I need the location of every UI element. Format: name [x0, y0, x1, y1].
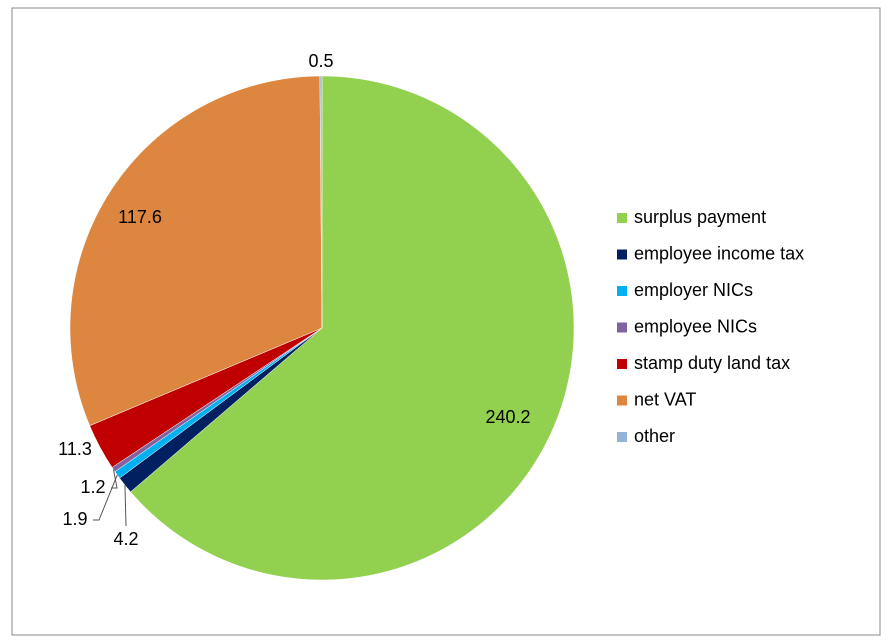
data-label: 11.3 [58, 439, 92, 459]
leader-line [93, 474, 118, 521]
data-label: 1.9 [62, 509, 87, 529]
legend-swatch [617, 213, 627, 223]
leader-line [111, 469, 118, 489]
legend-label: net VAT [634, 389, 696, 409]
leader-line [124, 485, 127, 527]
pie-slice [319, 75, 323, 329]
legend-swatch [617, 432, 627, 442]
legend-swatch [617, 395, 627, 406]
data-label: 4.2 [113, 529, 138, 549]
pie-slice [130, 75, 575, 581]
data-label: 1.2 [80, 477, 105, 497]
legend-label: other [634, 426, 675, 446]
legend-swatch [617, 359, 627, 369]
legend-label: surplus payment [634, 207, 766, 227]
legend-label: employee NICs [634, 316, 757, 336]
pie-slice [69, 75, 323, 426]
legend-label: stamp duty land tax [634, 353, 790, 373]
legend-swatch [617, 322, 627, 333]
legend-swatch [617, 249, 627, 260]
legend-swatch [617, 286, 627, 296]
legend-label: employee income tax [634, 243, 804, 263]
legend-label: employer NICs [634, 280, 753, 300]
data-label: 117.6 [118, 207, 162, 227]
data-label: 240.2 [485, 407, 530, 427]
data-label: 0.5 [308, 51, 333, 71]
